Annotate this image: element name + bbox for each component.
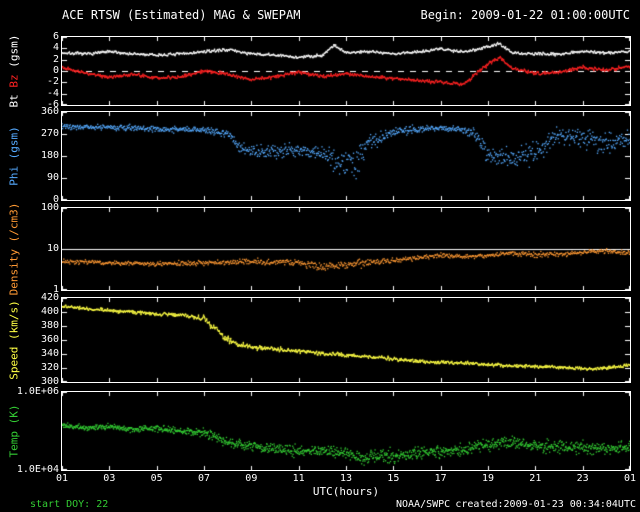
y-tick-label: 100: [40, 202, 59, 213]
x-tick-label: 21: [529, 473, 542, 484]
footer-start-doy: start DOY: 22: [30, 499, 109, 510]
footer-created-timestamp: created:2009-01-23 00:34:04UTC: [455, 499, 636, 510]
x-tick-label: 23: [576, 473, 589, 484]
x-tick-label: 03: [103, 473, 116, 484]
bt-bz-canvas: [62, 37, 630, 105]
y-tick-label: 340: [40, 348, 59, 359]
x-tick-label: 15: [387, 473, 400, 484]
y-tick-label: 180: [40, 150, 59, 161]
phi-canvas: [62, 112, 630, 200]
x-tick-label: 01: [623, 473, 637, 484]
x-tick-label: 01: [55, 473, 69, 484]
x-tick-label: 07: [197, 473, 211, 484]
y-tick-label: 2: [52, 53, 59, 65]
density-canvas: [62, 208, 630, 290]
y-tick-label: 360: [40, 106, 59, 117]
page-title: ACE RTSW (Estimated) MAG & SWEPAM: [62, 8, 301, 22]
x-tick-label: 11: [292, 473, 305, 484]
x-tick-label: 19: [481, 473, 495, 484]
panel-speed: [61, 297, 631, 383]
y-tick-label: -4: [46, 87, 59, 99]
y-tick-label: 320: [40, 362, 59, 373]
y-tick-label: -6: [46, 99, 59, 110]
y-tick-label: 0: [52, 65, 59, 76]
y-tick-label: 10: [46, 243, 59, 254]
y-tick-label: 360: [40, 334, 59, 345]
y-tick-label: 0: [52, 194, 59, 205]
panel-temp: [61, 391, 631, 471]
y-tick-label: 6: [52, 31, 59, 42]
x-tick-label: 17: [434, 473, 447, 484]
panel-phi: [61, 111, 631, 201]
ylabel-temp: Temp (K): [7, 404, 21, 458]
x-tick-label: 09: [245, 473, 258, 484]
xaxis-label: UTC(hours): [312, 485, 380, 498]
panel-bt-bz: [61, 36, 631, 106]
y-tick-label: 4: [52, 42, 59, 54]
y-tick-label: -2: [46, 76, 59, 88]
y-tick-label: 400: [40, 306, 59, 317]
begin-timestamp: Begin: 2009-01-22 01:00:00UTC: [420, 8, 630, 22]
temp-canvas: [62, 392, 630, 470]
y-tick-label: 1.0E+06: [16, 386, 59, 397]
y-tick-label: 90: [46, 172, 59, 183]
y-tick-label: 270: [40, 128, 59, 139]
y-tick-label: 1: [52, 284, 59, 295]
y-tick-label: 380: [40, 320, 59, 331]
panel-density: [61, 207, 631, 291]
footer-agency: NOAA/SWPC: [396, 499, 451, 510]
y-tick-label: 420: [40, 292, 59, 303]
y-tick-label: 300: [40, 376, 59, 387]
y-tick-label: 1.0E+04: [16, 464, 59, 475]
x-tick-label: 05: [150, 473, 163, 484]
speed-canvas: [62, 298, 630, 382]
x-tick-label: 13: [339, 473, 353, 484]
